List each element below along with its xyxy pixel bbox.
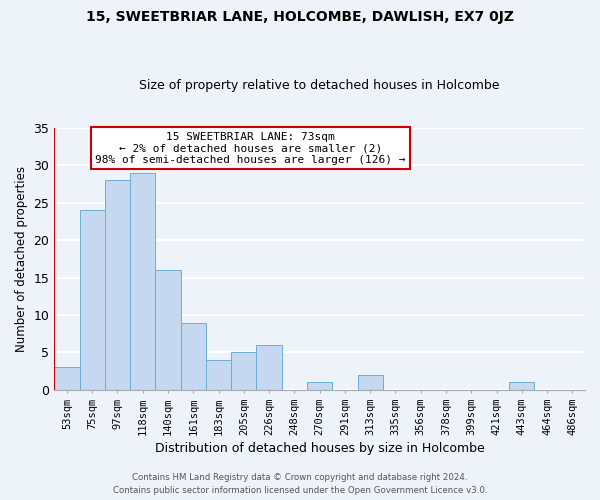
Bar bbox=[358, 375, 383, 390]
Bar bbox=[509, 382, 535, 390]
Bar bbox=[231, 352, 256, 390]
Bar bbox=[130, 173, 155, 390]
Bar bbox=[256, 345, 282, 390]
Bar bbox=[155, 270, 181, 390]
Title: Size of property relative to detached houses in Holcombe: Size of property relative to detached ho… bbox=[139, 79, 500, 92]
Bar bbox=[80, 210, 105, 390]
Bar bbox=[105, 180, 130, 390]
Bar bbox=[307, 382, 332, 390]
Bar bbox=[54, 368, 80, 390]
Text: 15 SWEETBRIAR LANE: 73sqm
← 2% of detached houses are smaller (2)
98% of semi-de: 15 SWEETBRIAR LANE: 73sqm ← 2% of detach… bbox=[95, 132, 406, 165]
Bar bbox=[181, 322, 206, 390]
Text: Contains HM Land Registry data © Crown copyright and database right 2024.
Contai: Contains HM Land Registry data © Crown c… bbox=[113, 474, 487, 495]
Y-axis label: Number of detached properties: Number of detached properties bbox=[15, 166, 28, 352]
X-axis label: Distribution of detached houses by size in Holcombe: Distribution of detached houses by size … bbox=[155, 442, 485, 455]
Bar bbox=[206, 360, 231, 390]
Text: 15, SWEETBRIAR LANE, HOLCOMBE, DAWLISH, EX7 0JZ: 15, SWEETBRIAR LANE, HOLCOMBE, DAWLISH, … bbox=[86, 10, 514, 24]
